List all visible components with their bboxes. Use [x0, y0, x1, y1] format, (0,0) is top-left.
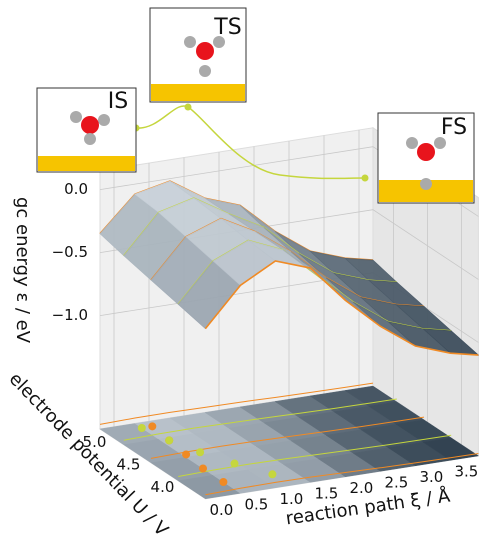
- floor-marker: [219, 478, 227, 486]
- surface-slab: [151, 84, 245, 101]
- floor-marker: [148, 422, 156, 430]
- inset-label: FS: [441, 115, 467, 140]
- y-tick-label: 4.0: [151, 478, 175, 496]
- atom: [406, 137, 418, 149]
- x-tick-label: 2.0: [349, 479, 373, 497]
- floor-marker: [165, 436, 173, 444]
- floor-marker: [182, 450, 190, 458]
- atom: [98, 114, 110, 126]
- x-tick-label: 2.5: [384, 474, 408, 492]
- atom: [196, 42, 214, 60]
- inset-label: IS: [108, 89, 128, 114]
- x-tick-label: 1.0: [279, 490, 303, 508]
- inset-is: IS: [37, 88, 136, 172]
- floor-marker: [268, 470, 276, 478]
- floor-marker: [196, 448, 204, 456]
- inset-label: TS: [213, 15, 241, 40]
- z-tick-label: −0.5: [52, 243, 88, 261]
- floor-marker: [138, 424, 146, 432]
- atom: [199, 65, 211, 77]
- x-tick-label: 1.5: [314, 485, 338, 503]
- atom: [84, 133, 96, 145]
- atom: [184, 36, 196, 48]
- inset-ts: TS: [150, 8, 246, 102]
- atom: [70, 111, 82, 123]
- y-tick-label: 4.5: [117, 456, 141, 474]
- floor-marker: [231, 460, 239, 468]
- x-tick-label: 0.5: [244, 496, 268, 514]
- chart: −1.0 −0.5 0.0 0.0 0.5 1.0 1.5 2.0 2.5 3.0 3.5 4.0 4.…: [0, 0, 479, 539]
- surface-slab: [38, 156, 135, 171]
- x-tick-label: 0.0: [209, 501, 233, 519]
- inset-fs: FS: [378, 113, 474, 203]
- z-tick-label: 0.0: [64, 180, 88, 198]
- path-dot: [362, 175, 369, 182]
- path-dot: [185, 104, 192, 111]
- x-tick-label: 3.0: [419, 468, 443, 486]
- atom: [417, 143, 435, 161]
- atom: [81, 116, 99, 134]
- z-tick-label: −1.0: [52, 306, 88, 324]
- floor-marker: [199, 465, 207, 473]
- z-axis-label: gc energy ε / eV: [12, 197, 33, 344]
- page: {"chart_data": {"type": "surface3d", "zl…: [0, 0, 479, 539]
- atom: [420, 178, 432, 190]
- x-tick-label: 3.5: [454, 463, 478, 481]
